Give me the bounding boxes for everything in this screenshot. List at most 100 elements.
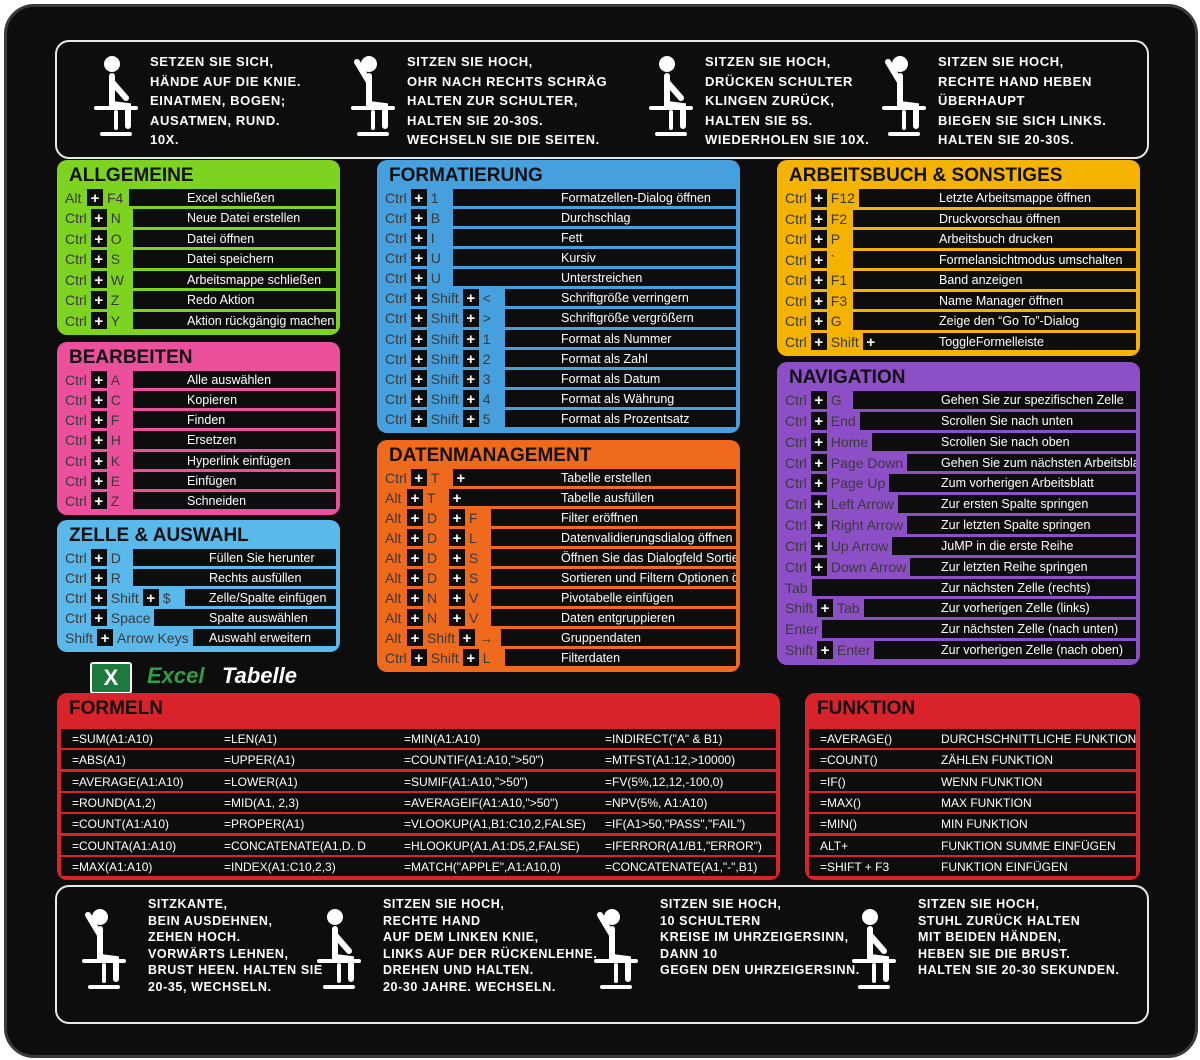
- formula-cell: MIN FUNKTION: [941, 817, 1028, 832]
- shortcut-row: Alt + Shift + → Gruppendaten: [380, 628, 737, 647]
- key-plus: +: [462, 389, 479, 407]
- key: Ctrl: [61, 270, 91, 289]
- key: Ctrl: [61, 250, 91, 268]
- shortcut-row: Ctrl + Down Arrow Zur letzten Reihe springe…: [780, 556, 1137, 577]
- exercise-line: SITZEN SIE HOCH,: [705, 54, 831, 69]
- key-plus: +: [810, 189, 827, 207]
- key: Enter: [833, 641, 875, 659]
- shortcut-row: Shift + Tab Zur vorherigen Zelle (links): [780, 598, 1137, 619]
- exercise-text: SITZKANTE, BEIN AUSDEHNEN, ZEHEN HOCH. VORW…: [148, 896, 323, 995]
- key: Ctrl: [781, 209, 811, 227]
- exercise-line: SITZEN SIE HOCH,: [383, 897, 505, 911]
- exercise-line: 20-30 JAHRE. WECHSELN.: [383, 979, 556, 994]
- key-plus: +: [407, 609, 423, 626]
- figure-head: [659, 56, 675, 72]
- figure-body: [609, 926, 631, 982]
- logo-brand: Excel: [147, 663, 205, 688]
- shortcut-section: NAVIGATION Ctrl + G Gehen Sie zur spezifisch…: [777, 362, 1140, 665]
- exercise-icon: [317, 909, 361, 989]
- key: S: [465, 569, 491, 586]
- key-plus: +: [90, 291, 107, 309]
- shortcut-keys: Ctrl + Shift +3: [381, 369, 553, 387]
- key: L: [465, 529, 491, 546]
- exercise-text: SITZEN SIE HOCH, DRÜCKEN SCHULTER KLINGEN …: [705, 52, 869, 150]
- key: N: [423, 609, 449, 626]
- key: Ctrl: [61, 549, 91, 566]
- key-plus: +: [459, 629, 476, 646]
- formula-cell: ALT+: [820, 838, 849, 853]
- formula-row: =MAX() MAX FUNKTION: [808, 791, 1137, 813]
- shortcut-keys: Ctrl + H: [61, 431, 179, 449]
- shortcut-row: Ctrl + G Gehen Sie zur spezifischen Zelle: [780, 390, 1137, 410]
- key: 2: [478, 349, 505, 367]
- shortcut-row: Ctrl + Left Arrow Zur ersten Spalte springe…: [780, 494, 1137, 515]
- key: Z: [106, 491, 133, 509]
- shortcut-row: Ctrl + F3 Name Manager öffnen: [780, 290, 1137, 310]
- shortcut-description: Gehen Sie zur spezifischen Zelle: [941, 393, 1124, 407]
- shortcut-description: Datenvalidierungsdialog öffnen: [561, 531, 733, 545]
- formula-cell: =COUNT(A1:A10): [72, 817, 170, 832]
- exercise-line: LINKS AUF DER RÜCKENLEHNE.: [383, 946, 598, 961]
- formula-cell: =LEN(A1): [224, 732, 278, 746]
- key-plus: +: [462, 309, 479, 327]
- figure-arm: [664, 79, 684, 101]
- key-plus: +: [410, 269, 427, 287]
- key-plus: +: [90, 250, 107, 268]
- key: S: [465, 549, 491, 566]
- formula-cell: =IF(A1>50,"PASS","FAIL"): [605, 817, 746, 832]
- shortcut-description: Formelansichtmodus umschalten: [939, 252, 1123, 267]
- shortcut-keys: Alt + D + L: [381, 529, 553, 546]
- key-plus: +: [462, 329, 479, 347]
- key: Ctrl: [61, 471, 91, 489]
- formula-cell: =MATCH("APPLE",A1:A10,0): [404, 859, 561, 874]
- shortcut-keys: Ctrl + F2: [781, 209, 931, 227]
- shortcut-description: Scrollen Sie nach oben: [941, 434, 1070, 449]
- shortcut-row: Ctrl + U Unterstreichen: [380, 268, 737, 288]
- key: Ctrl: [381, 249, 411, 267]
- exercise-line: SITZEN SIE HOCH,: [918, 897, 1040, 911]
- key: Shift: [106, 589, 143, 606]
- shortcut-description: Datei speichern: [187, 252, 274, 267]
- formula-cell: =MTFST(A1:12,>10000): [605, 753, 736, 768]
- shortcut-keys: Ctrl + Shift +2: [381, 349, 553, 367]
- key-plus: +: [862, 332, 879, 350]
- shortcut-description: Scrollen Sie nach unten: [941, 413, 1074, 428]
- shortcut-keys: Ctrl + Page Down: [781, 453, 933, 471]
- shortcut-keys: Ctrl + E: [61, 471, 179, 489]
- key: A: [106, 371, 133, 389]
- key: N: [423, 589, 449, 606]
- key-plus: +: [90, 371, 107, 389]
- shortcut-keys: Ctrl + O: [61, 229, 179, 248]
- chair: [82, 959, 126, 989]
- formula-cell: =MID(A1, 2,3): [224, 795, 300, 810]
- key-plus: +: [810, 516, 827, 534]
- key-plus: +: [407, 569, 423, 586]
- key: S: [106, 250, 133, 268]
- formula-cell: =SUM(A1:A10): [72, 732, 154, 746]
- exercise-line: 10 SCHULTERN: [660, 913, 761, 928]
- shortcut-row: Ctrl + E Einfügen: [60, 470, 337, 490]
- shortcut-keys: Alt + T +: [381, 489, 553, 506]
- key-plus: +: [817, 599, 834, 617]
- key-plus: +: [410, 229, 427, 247]
- key: Ctrl: [381, 329, 411, 347]
- formula-cell: =MAX(): [820, 795, 862, 810]
- shortcut-row: Shift + Arrow Keys Auswahl erweitern: [60, 628, 337, 647]
- shortcut-keys: Shift + Arrow Keys: [61, 629, 201, 646]
- exercise-icon: [852, 909, 896, 989]
- shortcut-keys: Ctrl + Shift + L: [381, 649, 553, 666]
- shortcut-row: Ctrl + Shift +4 Format als Währung: [380, 388, 737, 408]
- shortcut-description: Durchschlag: [561, 211, 631, 226]
- shortcut-section: DATENMANAGEMENT Ctrl + T + Tabelle erstellen A…: [377, 440, 740, 672]
- key: Shift: [781, 599, 818, 618]
- key: Alt: [381, 589, 407, 606]
- shortcut-keys: Ctrl + F: [61, 411, 179, 429]
- key: Ctrl: [781, 391, 811, 409]
- shortcut-keys: Ctrl + Y: [61, 311, 179, 329]
- shortcut-keys: Ctrl + W: [61, 270, 179, 289]
- key: Down Arrow: [826, 557, 911, 576]
- formula-cell: FUNKTION SUMME EINFÜGEN: [941, 838, 1116, 853]
- formula-cell: =ABS(A1): [72, 753, 126, 768]
- shortcut-description: Pivotabelle einfügen: [561, 591, 674, 605]
